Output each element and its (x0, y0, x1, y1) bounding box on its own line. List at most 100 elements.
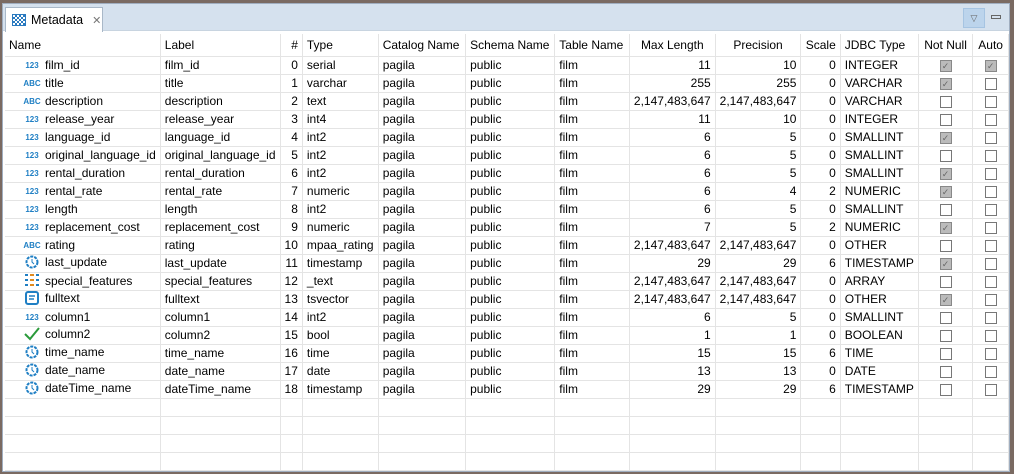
column-header[interactable]: Max Length (629, 34, 716, 57)
cell-auto: ✓ (972, 56, 1009, 75)
empty-cell (5, 434, 161, 453)
cell-maxlen: 6 (629, 146, 716, 165)
cell-precision: 4 (715, 182, 802, 201)
cell-schema: public (465, 200, 556, 219)
auto-checkbox[interactable] (984, 185, 997, 198)
column-header[interactable]: # (280, 34, 303, 57)
notnull-checkbox[interactable] (939, 239, 952, 252)
auto-checkbox[interactable] (984, 167, 997, 180)
table-row[interactable]: ABC rating rating 10 mpaa_rating pagila public… (5, 236, 1009, 255)
auto-checkbox[interactable] (984, 293, 997, 306)
view-menu-button[interactable]: ▽ (963, 8, 985, 28)
auto-checkbox[interactable] (984, 365, 997, 378)
cell-auto (972, 182, 1009, 201)
column-header[interactable]: Type (302, 34, 379, 57)
cell-auto (972, 290, 1009, 309)
notnull-checkbox[interactable]: ✓ (939, 257, 952, 270)
minimize-button[interactable] (991, 15, 1001, 19)
tab-metadata[interactable]: Metadata ✕ (5, 7, 103, 32)
auto-checkbox[interactable] (984, 275, 997, 288)
auto-checkbox[interactable] (984, 221, 997, 234)
column-header[interactable]: Auto (972, 34, 1009, 57)
cell-label: fulltext (160, 290, 281, 309)
cell-name: 123 original_language_id (5, 146, 161, 165)
column-header[interactable]: Schema Name (465, 34, 556, 57)
auto-checkbox[interactable] (984, 95, 997, 108)
close-icon[interactable]: ✕ (92, 14, 102, 27)
notnull-checkbox[interactable] (939, 365, 952, 378)
notnull-checkbox[interactable] (939, 275, 952, 288)
table-row[interactable]: dateTime_name dateTime_name 18 timestamp pag… (5, 380, 1009, 399)
table-row[interactable]: 123 replacement_cost replacement_cost 9 nume… (5, 218, 1009, 237)
auto-checkbox[interactable] (984, 383, 997, 396)
notnull-checkbox[interactable]: ✓ (939, 59, 952, 72)
auto-checkbox[interactable]: ✓ (984, 59, 997, 72)
table-row[interactable]: column2 column2 15 bool pagila public film 1 1 0 B… (5, 326, 1009, 345)
column-header[interactable]: Table Name (554, 34, 630, 57)
cell-auto (972, 344, 1009, 363)
table-row[interactable]: ABC description description 2 text pagila publ… (5, 92, 1009, 111)
notnull-checkbox[interactable]: ✓ (939, 185, 952, 198)
auto-checkbox[interactable] (984, 257, 997, 270)
empty-cell (918, 416, 974, 435)
cell-label: date_name (160, 362, 281, 381)
cell-label: column1 (160, 308, 281, 327)
notnull-checkbox[interactable]: ✓ (939, 131, 952, 144)
cell-maxlen: 11 (629, 110, 716, 129)
cell-notnull (918, 236, 974, 255)
empty-cell (280, 434, 303, 453)
empty-cell (629, 398, 716, 417)
column-header[interactable]: Label (160, 34, 281, 57)
table-row[interactable]: ABC title title 1 varchar pagila public film 255… (5, 74, 1009, 93)
auto-checkbox[interactable] (984, 131, 997, 144)
notnull-checkbox[interactable]: ✓ (939, 221, 952, 234)
auto-checkbox[interactable] (984, 149, 997, 162)
table-row[interactable]: last_update last_update 11 timestamp pagila p… (5, 254, 1009, 273)
column-name: length (45, 202, 78, 216)
cell-schema: public (465, 272, 556, 291)
cell-maxlen: 6 (629, 164, 716, 183)
auto-checkbox[interactable] (984, 347, 997, 360)
notnull-checkbox[interactable] (939, 95, 952, 108)
auto-checkbox[interactable] (984, 239, 997, 252)
notnull-checkbox[interactable] (939, 311, 952, 324)
notnull-checkbox[interactable] (939, 347, 952, 360)
column-header[interactable]: Name (5, 34, 161, 57)
notnull-checkbox[interactable] (939, 149, 952, 162)
notnull-checkbox[interactable] (939, 329, 952, 342)
auto-checkbox[interactable] (984, 77, 997, 90)
notnull-checkbox[interactable] (939, 203, 952, 216)
notnull-checkbox[interactable] (939, 113, 952, 126)
table-row[interactable]: 123 release_year release_year 3 int4 pagila pu… (5, 110, 1009, 129)
notnull-checkbox[interactable] (939, 383, 952, 396)
cell-notnull: ✓ (918, 254, 974, 273)
column-header[interactable]: Scale (800, 34, 841, 57)
table-row[interactable]: 123 rental_duration rental_duration 6 int2 pa… (5, 164, 1009, 183)
auto-checkbox[interactable] (984, 113, 997, 126)
number-icon: 123 (25, 187, 39, 197)
table-row[interactable]: 123 length length 8 int2 pagila public film 6 5 0 S… (5, 200, 1009, 219)
auto-checkbox[interactable] (984, 329, 997, 342)
array-icon (23, 274, 41, 288)
table-row[interactable]: 123 column1 column1 14 int2 pagila public film 6… (5, 308, 1009, 327)
column-header[interactable]: JDBC Type (840, 34, 919, 57)
table-row[interactable]: fulltext fulltext 13 tsvector pagila public fi… (5, 290, 1009, 309)
cell-label: original_language_id (160, 146, 281, 165)
column-header[interactable]: Catalog Name (378, 34, 467, 57)
table-row[interactable]: 123 rental_rate rental_rate 7 numeric pagila p… (5, 182, 1009, 201)
table-row[interactable]: 123 original_language_id original_language… (5, 146, 1009, 165)
table-row[interactable]: date_name date_name 17 date pagila public film… (5, 362, 1009, 381)
notnull-checkbox[interactable]: ✓ (939, 77, 952, 90)
table-row[interactable]: 123 language_id language_id 4 int2 pagila publ… (5, 128, 1009, 147)
table-row[interactable]: 123 film_id film_id 0 serial pagila public film… (5, 56, 1009, 75)
notnull-checkbox[interactable]: ✓ (939, 167, 952, 180)
table-row[interactable]: special_features special_features 12 _text p… (5, 272, 1009, 291)
cell-name: special_features (5, 272, 161, 291)
notnull-checkbox[interactable]: ✓ (939, 293, 952, 306)
column-header[interactable]: Precision (715, 34, 802, 57)
column-header[interactable]: Not Null (918, 34, 974, 57)
table-row[interactable]: time_name time_name 16 time pagila public film… (5, 344, 1009, 363)
auto-checkbox[interactable] (984, 311, 997, 324)
auto-checkbox[interactable] (984, 203, 997, 216)
cell-schema: public (465, 128, 556, 147)
